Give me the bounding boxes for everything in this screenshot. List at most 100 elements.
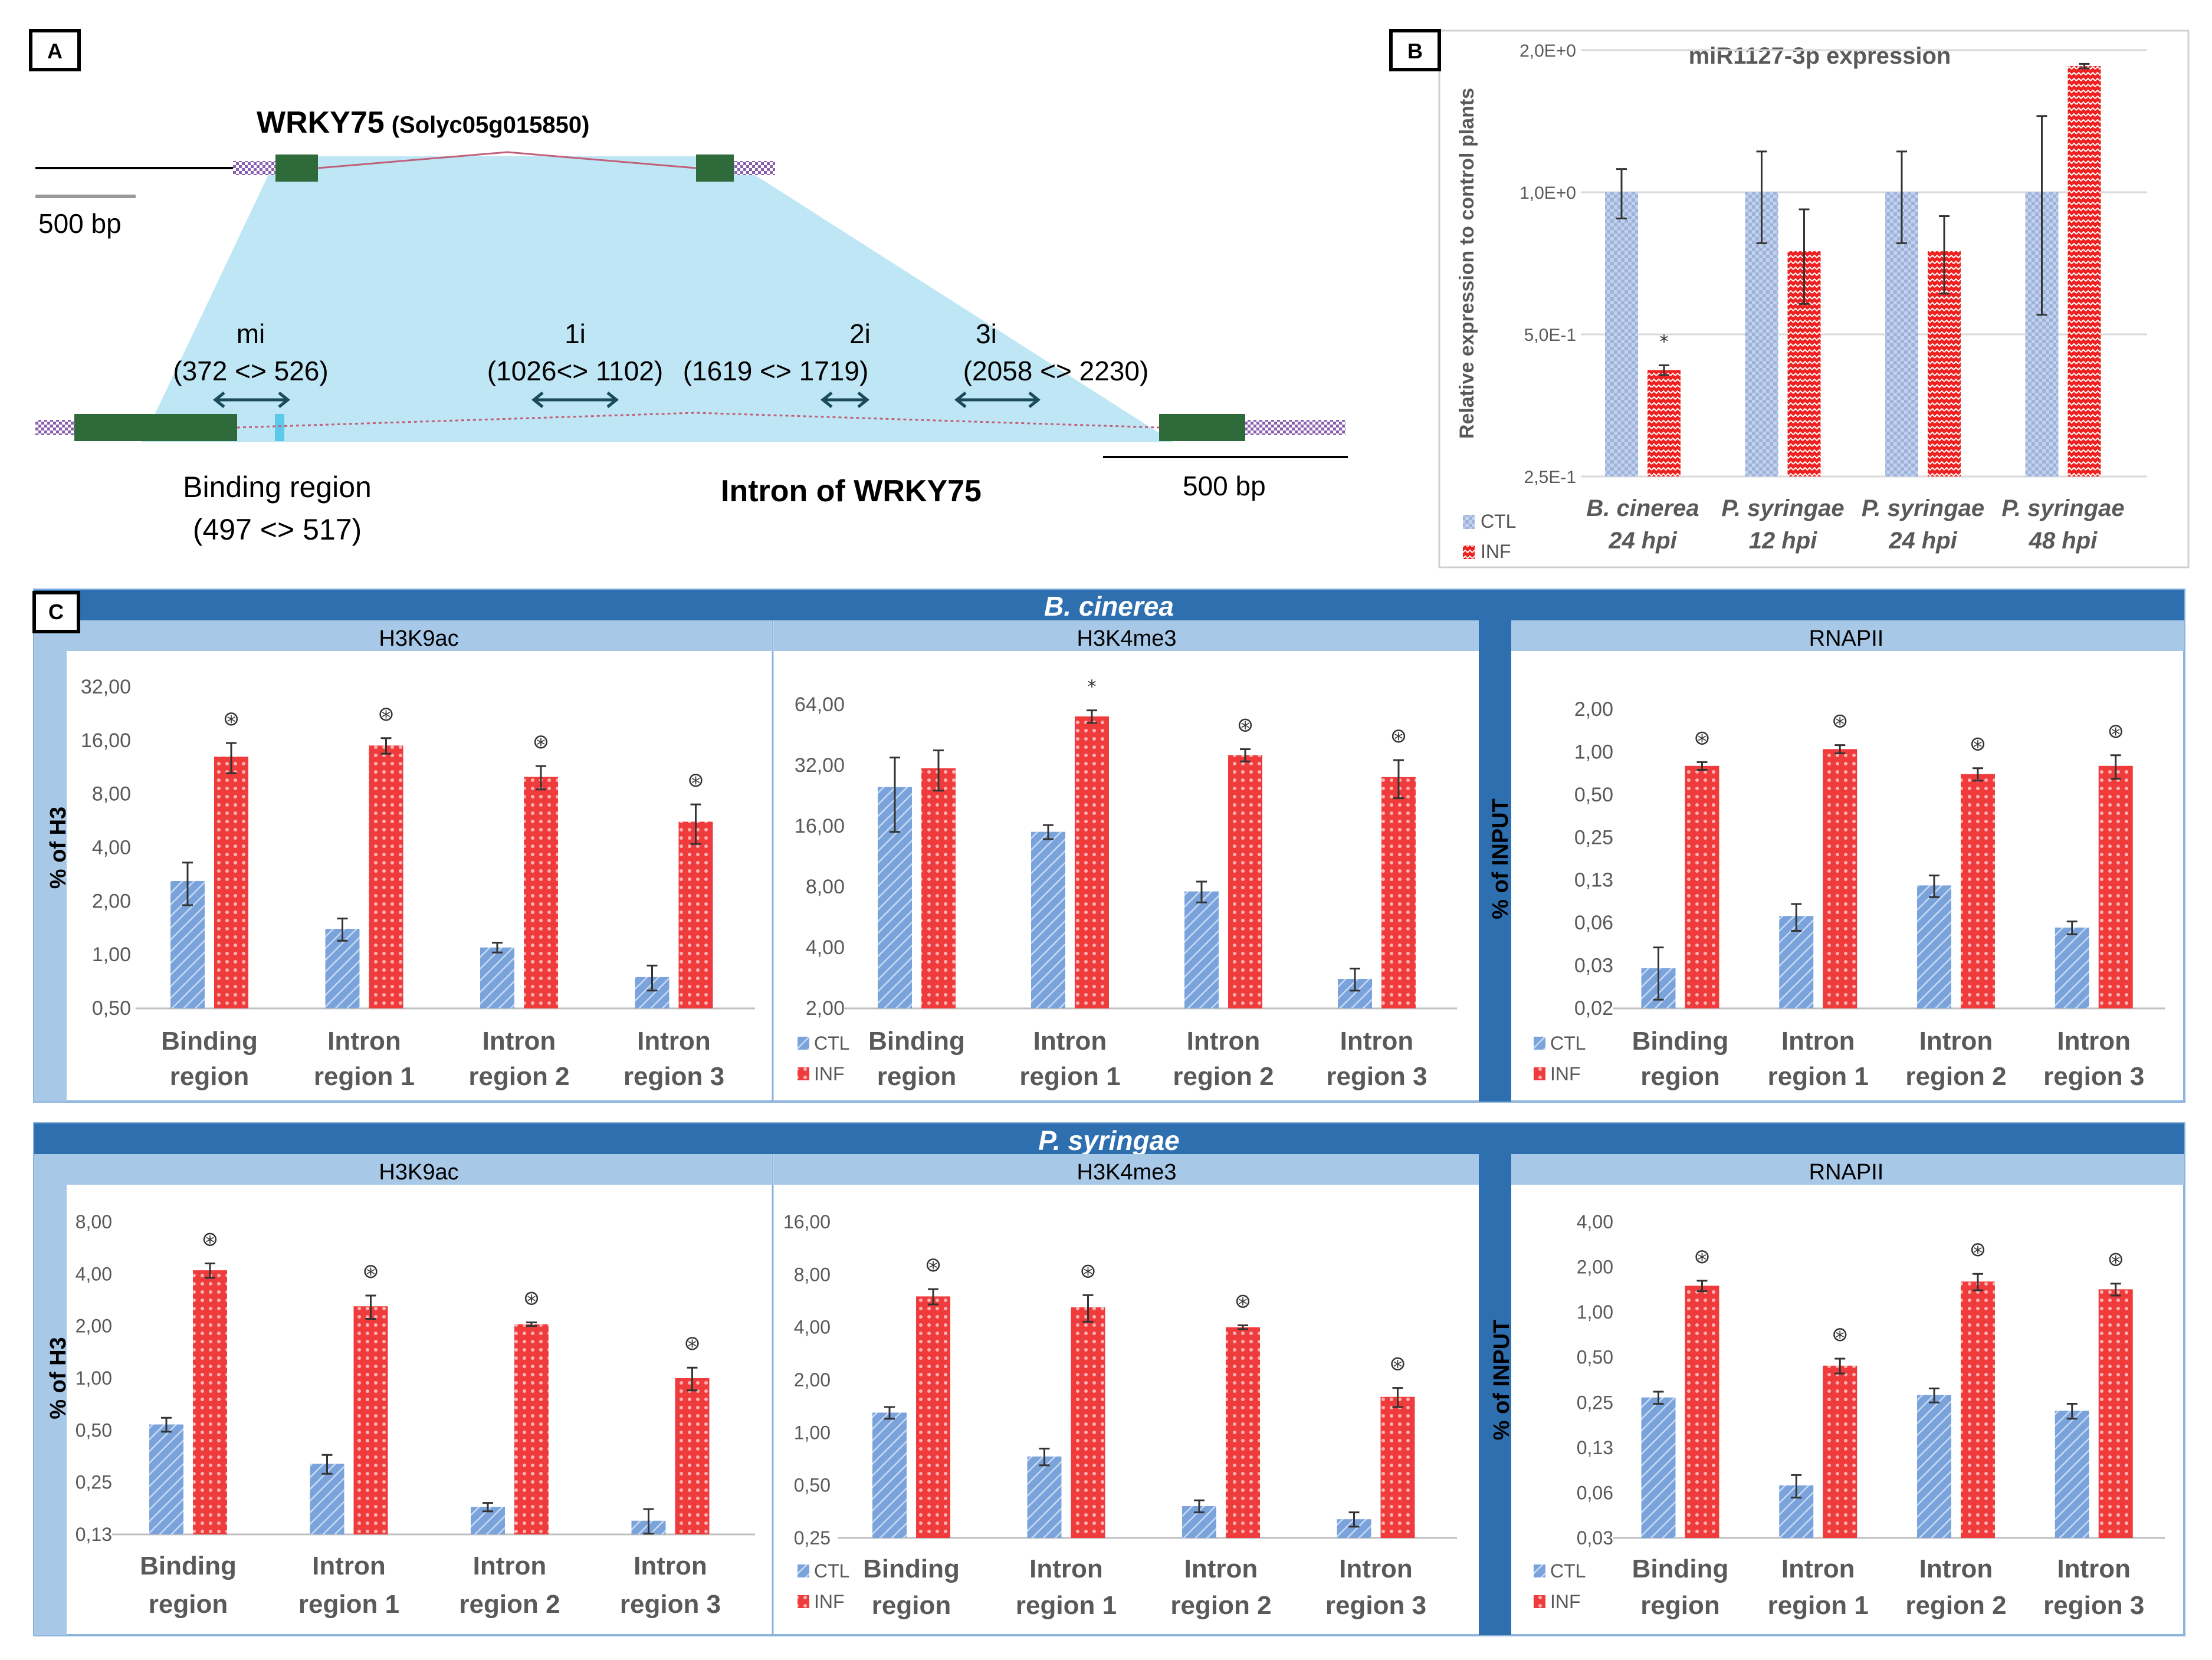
intron-bottom — [237, 412, 1160, 429]
y-tick-label: 0,50 — [1574, 784, 1613, 806]
panel-c: B. cinerea C P. syringae H3K9ac % of H3 32… — [32, 589, 2185, 1636]
category-label: region 1 — [314, 1062, 415, 1091]
y-tick-label: 2,00 — [806, 997, 845, 1020]
y-tick-label: 8,00 — [806, 876, 845, 898]
utr-3-top — [734, 161, 775, 175]
category-label: Binding — [1632, 1027, 1729, 1056]
y-tick-label: 1,00 — [92, 944, 131, 966]
category-label: region 3 — [620, 1590, 721, 1619]
category-label: region 3 — [2043, 1062, 2144, 1091]
significance-mark: ⊛ — [1970, 1238, 1987, 1261]
category-label: Intron — [1340, 1027, 1414, 1056]
significance-mark: ⊛ — [1079, 1259, 1097, 1283]
chart-title: miR1127-3p expression — [1689, 43, 1951, 69]
significance-mark: ⊛ — [378, 702, 395, 726]
bar-ctl — [1027, 1456, 1062, 1538]
category-label: Binding — [1632, 1554, 1729, 1583]
bar-inf — [921, 768, 956, 1008]
category-label: region 2 — [1173, 1062, 1274, 1091]
significance-mark: ⊛ — [1235, 1289, 1252, 1313]
category-label: Intron — [1781, 1554, 1855, 1583]
category-label: P. syringae — [1721, 495, 1844, 521]
y-tick-label: 0,06 — [1574, 912, 1613, 934]
legend-ctl-swatch — [1463, 515, 1475, 529]
chart-ps-h3k4me3: H3K4me3 16,00 8,00 4,00 2,00 1,00 0,50 0,25 ⊛ Bin… — [783, 1160, 1457, 1620]
bar-inf — [1823, 749, 1857, 1008]
binding-region-mark — [275, 414, 284, 441]
y-tick-label: 16,00 — [795, 815, 845, 837]
legend-inf-label: INF — [1481, 541, 1511, 562]
category-label: Binding — [140, 1551, 237, 1580]
category-label: Intron — [1184, 1554, 1258, 1583]
region-coords: (372 <> 526) — [173, 356, 328, 386]
bar-ctl — [480, 947, 514, 1008]
category-label: region — [170, 1062, 249, 1091]
category-label: Intron — [2057, 1554, 2131, 1583]
category-label: region 2 — [459, 1590, 560, 1619]
significance-mark: * — [1660, 331, 1669, 352]
y-tick-label: 0,50 — [794, 1475, 831, 1496]
category-label: region 1 — [1768, 1591, 1869, 1620]
chart-bc-h3k4me3: H3K4me3 64,00 32,00 16,00 8,00 4,00 2,00 Bindin… — [795, 626, 1457, 1091]
intron-zoom-area — [142, 156, 1174, 442]
y-tick-label: 2,00 — [1577, 1257, 1613, 1278]
legend-inf-label: INF — [1550, 1063, 1581, 1084]
binding-region-label: Binding region — [183, 471, 372, 504]
category-label: region 2 — [1170, 1591, 1271, 1620]
region-name: mi — [237, 318, 265, 349]
y-tick-label: 1,00 — [76, 1368, 112, 1389]
bar-inf — [1961, 1281, 1995, 1538]
category-label: 48 hpi — [2029, 528, 2098, 554]
legend-ctl-swatch — [1534, 1564, 1545, 1577]
category-label: region — [872, 1591, 951, 1620]
category-label: Intron — [1187, 1027, 1261, 1056]
intron-zoom-area-left — [142, 156, 277, 442]
bar-inf — [514, 1324, 549, 1534]
category-label: Intron — [327, 1027, 401, 1056]
category-label: Intron — [1919, 1554, 1993, 1583]
bar-inf — [524, 777, 558, 1008]
category-label: region 3 — [1325, 1591, 1426, 1620]
legend-b: CTL INF — [1463, 511, 1516, 562]
gene-name: WRKY75 (Solyc05g015850) — [257, 106, 589, 140]
region-mi: mi (372 <> 526) — [173, 318, 329, 408]
bar-inf — [1961, 774, 1995, 1008]
y-tick-label: 64,00 — [795, 693, 845, 716]
bc-block — [33, 589, 2185, 1103]
category-label: region 3 — [1326, 1062, 1427, 1091]
category-label: Intron — [634, 1551, 707, 1580]
utr-3-bottom — [1245, 420, 1345, 435]
significance-mark: ⊛ — [1237, 714, 1254, 737]
bar-inf — [1685, 1286, 1719, 1538]
chart-ps-h3k9ac: H3K9ac % of H3 8,00 4,00 2,00 1,00 0,50 0,25 0,1… — [46, 1160, 755, 1619]
region-3i: 3i (2058 <> 2230) — [954, 318, 1148, 408]
category-label: region 1 — [1019, 1062, 1120, 1091]
category-label: region 3 — [2043, 1591, 2144, 1620]
bc-h3k9ac-header — [67, 620, 772, 651]
region-coords: (1026<> 1102) — [487, 356, 663, 386]
y-tick-label: 2,00 — [1574, 698, 1613, 721]
chart-title: RNAPII — [1809, 626, 1884, 651]
bar-ctl — [149, 1424, 183, 1534]
panel-c-label: C — [48, 600, 64, 624]
panel-b-label: B — [1407, 39, 1423, 63]
scale-bottom-label: 500 bp — [1183, 471, 1266, 501]
exon-2-top — [696, 155, 734, 182]
ps-h3k4me3-header — [774, 1154, 1479, 1185]
legend-inf-swatch — [1534, 1595, 1545, 1608]
y-tick-label: 4,00 — [1577, 1211, 1613, 1232]
y-tick-label: 1,00 — [1574, 741, 1613, 763]
bar-inf — [1685, 765, 1719, 1008]
y-tick-label: 0,13 — [1577, 1437, 1613, 1458]
ps-header — [34, 1123, 2184, 1154]
y-tick-label: 0,06 — [1577, 1482, 1613, 1503]
bar-inf — [1226, 1327, 1260, 1538]
y-tick-label: 2,00 — [794, 1369, 831, 1391]
ps-mid-strip — [1479, 1154, 1511, 1635]
bar-inf — [369, 745, 403, 1008]
bar-ctl — [1917, 1395, 1951, 1538]
category-label: B. cinerea — [1586, 495, 1699, 521]
y-axis-label: % of H3 — [46, 807, 71, 889]
binding-region-coords: (497 <> 517) — [193, 513, 362, 546]
